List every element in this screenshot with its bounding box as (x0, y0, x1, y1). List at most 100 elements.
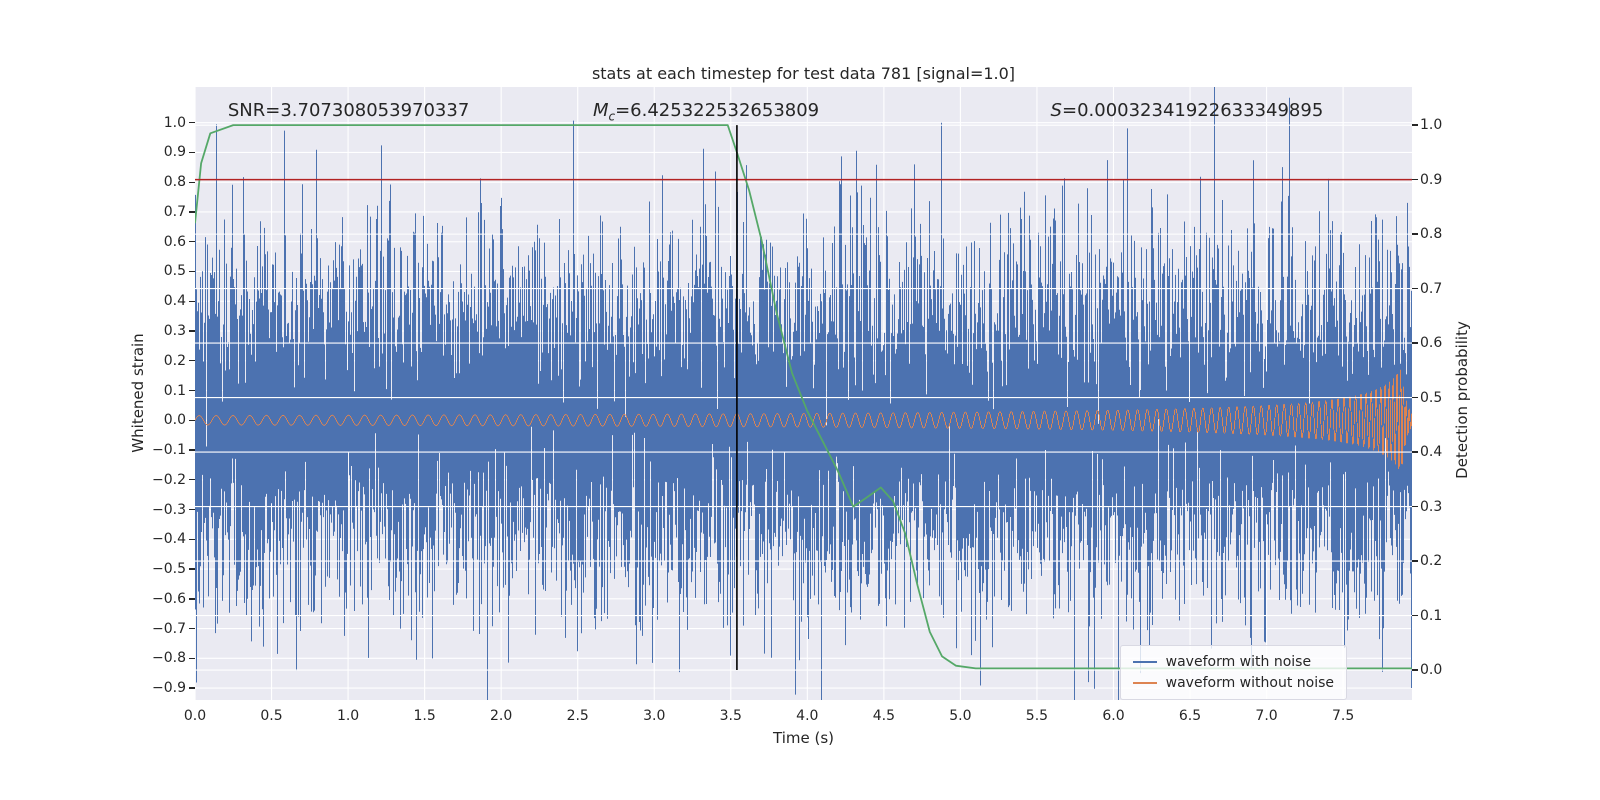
y-left-tick-label: −0.4 (152, 531, 186, 548)
chart-canvas (195, 87, 1412, 700)
legend-item: waveform with noise (1132, 654, 1334, 670)
y-left-tick-label: −0.7 (152, 620, 186, 637)
y-right-tick-mark (1412, 505, 1418, 508)
y-right-tick-mark (1412, 342, 1418, 344)
annotation-variable: M (592, 100, 609, 121)
y-right-tick-mark (1412, 560, 1418, 562)
legend: waveform with noise waveform without nois… (1119, 645, 1347, 700)
legend-item: waveform without noise (1132, 675, 1334, 691)
y-left-tick-label: −0.9 (152, 680, 186, 697)
x-tick-label: 2.0 (490, 708, 513, 724)
y-right-tick-mark (1412, 396, 1418, 399)
y-right-tick-mark (1412, 287, 1418, 290)
x-tick-label: 7.5 (1331, 708, 1355, 724)
y-right-tick-label: 0.4 (1420, 444, 1443, 461)
y-left-tick-label: −0.3 (152, 501, 186, 518)
y-right-tick-label: 0.7 (1420, 280, 1443, 297)
legend-line-swatch (1132, 682, 1157, 684)
x-tick-label: 3.0 (643, 708, 666, 724)
y-left-tick-label: −0.6 (152, 590, 186, 607)
y-left-tick-mark (189, 300, 195, 302)
y-left-tick-mark (189, 657, 195, 660)
x-tick-label: 4.0 (796, 708, 819, 724)
y-right-tick-mark (1412, 178, 1418, 181)
y-left-tick-label: 0.8 (163, 174, 186, 191)
y-right-tick-mark (1412, 614, 1418, 617)
y-left-tick-mark (189, 330, 195, 332)
x-tick-label: 5.5 (1025, 708, 1049, 724)
annotation-value: =3.707308053970337 (265, 100, 470, 121)
annotation-s-stat: S=0.00032341922633349895 (1051, 100, 1324, 121)
legend-label: waveform without noise (1165, 675, 1334, 691)
y-left-tick-label: 0.2 (163, 352, 186, 369)
y-left-tick-label: −0.5 (152, 561, 186, 578)
x-tick-label: 3.5 (719, 708, 742, 724)
x-tick-label: 1.0 (336, 708, 360, 724)
y-left-tick-mark (189, 151, 195, 154)
annotation-value: =0.00032341922633349895 (1061, 100, 1324, 121)
y-left-tick-mark (189, 360, 195, 362)
x-tick-label: 0.5 (260, 708, 283, 724)
x-tick-label: 0.0 (183, 708, 207, 724)
y-left-tick-mark (189, 598, 195, 600)
plot-area: waveform with noise waveform without nois… (195, 87, 1412, 700)
y-left-tick-label: 0.4 (163, 293, 186, 310)
y-left-tick-label: 0.3 (163, 323, 186, 339)
annotation-snr: SNR=3.707308053970337 (228, 100, 469, 121)
y-left-tick-label: 0.9 (163, 144, 186, 161)
y-left-tick-mark (189, 241, 195, 243)
y-left-tick-mark (189, 538, 195, 540)
y-right-tick-label: 0.6 (1420, 335, 1443, 352)
y-right-tick-label: 0.3 (1420, 498, 1443, 515)
x-tick-label: 5.0 (949, 708, 972, 724)
legend-label: waveform with noise (1165, 654, 1312, 670)
y-left-tick-label: −0.2 (152, 471, 186, 488)
y-left-tick-label: −0.8 (152, 650, 186, 667)
y-right-axis-label: Detection probability (1453, 321, 1471, 479)
y-left-tick-mark (189, 449, 195, 451)
y-left-tick-label: 0.0 (163, 412, 186, 429)
y-left-tick-label: 0.6 (163, 233, 186, 250)
y-left-tick-mark (189, 122, 195, 124)
y-right-tick-label: 0.5 (1420, 389, 1443, 406)
y-left-tick-mark (189, 479, 195, 481)
y-left-tick-mark (189, 419, 195, 421)
y-left-tick-label: 0.7 (163, 203, 186, 220)
y-left-tick-mark (189, 181, 195, 183)
legend-line-swatch (1132, 661, 1157, 663)
y-right-tick-label: 0.0 (1420, 662, 1443, 679)
y-right-tick-mark (1412, 124, 1418, 126)
y-left-tick-mark (189, 211, 195, 213)
chart-title: stats at each timestep for test data 781… (591, 64, 1016, 83)
x-tick-label: 1.5 (413, 708, 436, 724)
y-right-tick-mark (1412, 233, 1418, 235)
y-left-tick-mark (189, 508, 195, 511)
y-right-tick-mark (1412, 451, 1418, 453)
y-left-tick-label: 0.1 (163, 382, 186, 399)
y-left-tick-label: 0.5 (163, 263, 186, 280)
y-right-tick-mark (1412, 669, 1418, 671)
x-tick-label: 6.5 (1178, 708, 1202, 724)
y-left-tick-label: −0.1 (152, 442, 186, 459)
annotation-variable: SNR (227, 100, 266, 121)
y-right-tick-label: 0.9 (1420, 171, 1443, 188)
y-left-tick-mark (189, 270, 195, 273)
annotation-variable: S (1050, 100, 1062, 121)
y-left-tick-mark (189, 687, 195, 689)
annotation-value: =6.425322532653809 (615, 100, 820, 121)
x-tick-label: 4.5 (872, 708, 895, 724)
y-right-tick-label: 0.1 (1420, 607, 1443, 624)
y-right-tick-label: 0.2 (1420, 553, 1443, 570)
x-tick-label: 7.0 (1255, 708, 1278, 724)
y-right-tick-label: 0.8 (1420, 226, 1443, 243)
y-left-tick-mark (189, 627, 195, 630)
y-left-tick-mark (189, 389, 195, 392)
x-tick-label: 2.5 (566, 708, 589, 724)
annotation-subscript: c (608, 109, 616, 124)
y-left-tick-label: 1.0 (163, 114, 186, 131)
y-left-tick-mark (189, 568, 195, 570)
x-tick-label: 6.0 (1102, 708, 1125, 724)
x-axis-label: Time (s) (773, 729, 834, 747)
y-right-tick-label: 1.0 (1420, 117, 1443, 134)
